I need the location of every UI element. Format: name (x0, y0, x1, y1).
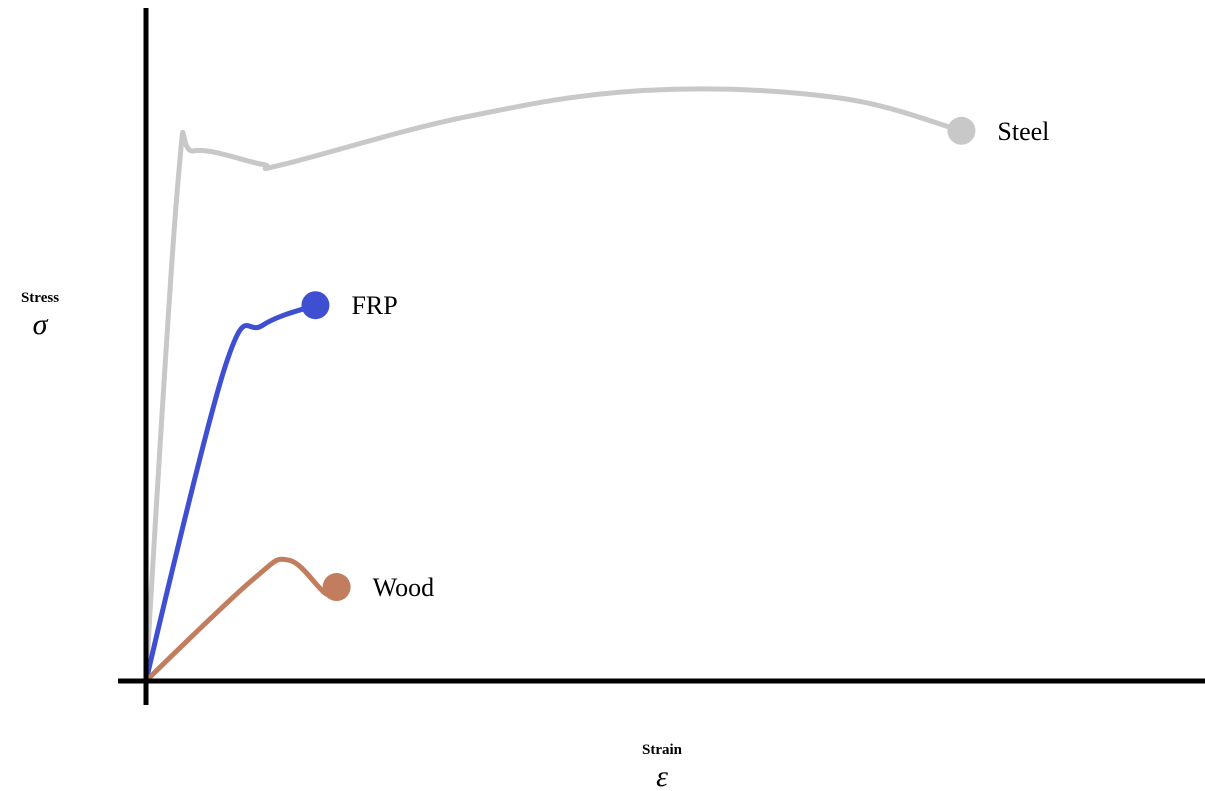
steel-failure-point (947, 116, 976, 145)
frp-curve (143, 302, 318, 684)
steel-series-label: Steel (997, 117, 1049, 146)
wood-series-label: Wood (373, 573, 434, 602)
steel-curve (143, 86, 964, 684)
series-layer (143, 86, 976, 684)
wood-curve (143, 556, 340, 684)
y-axis-title: Stress (21, 290, 59, 306)
x-axis-title: Strain (642, 742, 683, 758)
frp-failure-point (301, 291, 330, 320)
label-layer: Steel FRP Wood (351, 117, 1049, 602)
y-axis-symbol: σ (33, 308, 49, 341)
frp-series-label: FRP (351, 291, 397, 320)
x-axis-symbol: ε (656, 760, 668, 791)
wood-failure-point (322, 573, 351, 602)
